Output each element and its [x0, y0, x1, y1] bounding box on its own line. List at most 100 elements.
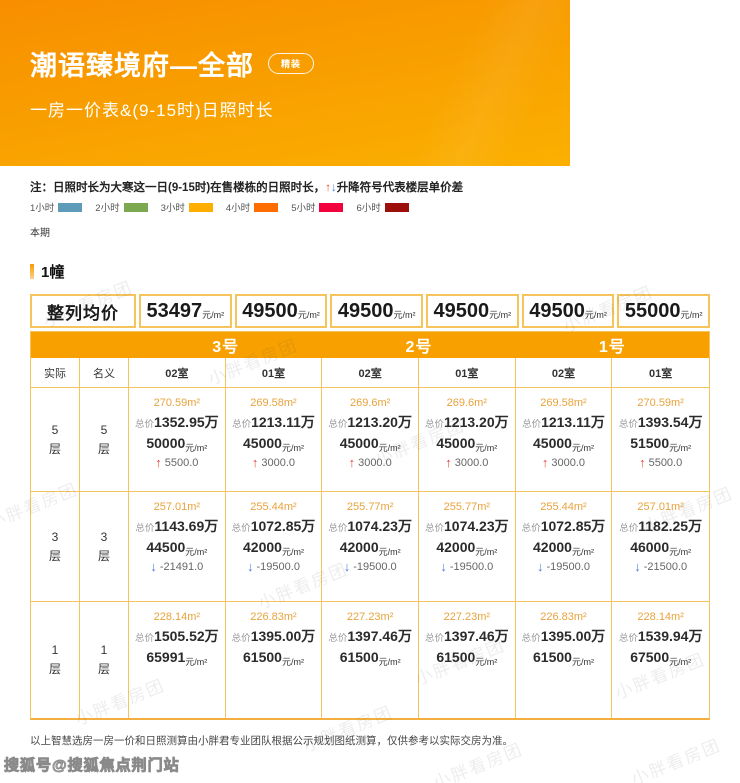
floor-number: 3: [100, 529, 108, 544]
decoration-badge: 精装: [268, 53, 315, 74]
hero-header: 潮语臻境府—全部 精装 一房一价表&(9-15时)日照时长: [0, 0, 610, 166]
unit-area: 257.01m²: [637, 501, 684, 513]
delta-value: -21500.0: [643, 560, 688, 573]
unit-total-price: 总价1213.11万: [232, 414, 315, 430]
floor-number: 1: [100, 643, 108, 658]
unit-total-price: 总价1072.85万: [231, 518, 316, 534]
delta-value: -19500.0: [353, 560, 397, 573]
page-subtitle: 一房一价表&(9-15时)日照时长: [30, 101, 274, 120]
unit-area: 269.58m²: [250, 397, 297, 409]
unit-price-unit: 元/m²: [378, 547, 401, 557]
unit-area: 269.6m²: [349, 397, 391, 409]
room-header-cell: 02室: [129, 358, 226, 388]
note-suffix: 升降符号代表楼层单价差: [336, 182, 464, 194]
unit-price: 42000元/m²: [339, 539, 401, 557]
down-arrow-icon: ↓: [247, 559, 254, 574]
unit-total-price: 总价1074.23万: [328, 518, 412, 534]
unit-price: 45000元/m²: [339, 435, 401, 453]
up-arrow-icon: ↑: [541, 455, 549, 470]
unit-cell: 270.59m² 总价1393.54万 51500元/m² ↑ 5500.0: [612, 388, 709, 492]
unit-total-price: 总价1395.00万: [231, 628, 316, 644]
legend-label: 5小时: [291, 203, 316, 214]
unit-price-unit: 元/m²: [571, 547, 594, 557]
unit-cell: 227.23m² 总价1397.46万 61500元/m²: [322, 602, 419, 718]
legend-item: 5小时: [291, 200, 344, 214]
avg-price-unit: 元/m²: [202, 309, 225, 320]
room-header-cell: 02室: [515, 358, 613, 388]
unit-total-value: 1505.52万: [154, 628, 219, 644]
unit-total-price: 总价1397.46万: [328, 628, 412, 644]
page-title: 潮语臻境府—全部: [30, 51, 254, 81]
unit-total-value: 1213.11万: [541, 414, 605, 430]
unit-total-price: 总价1074.23万: [425, 518, 509, 534]
delta-value: -21491.0: [159, 560, 204, 573]
legend-item: 2小时: [95, 200, 148, 214]
building-section-header: 1幢: [30, 261, 64, 282]
watermark: 小胖看房团: [628, 735, 724, 783]
unit-area: 228.14m²: [153, 611, 201, 623]
unit-price-unit: 元/m²: [378, 443, 401, 453]
unit-total-value: 1074.23万: [347, 518, 412, 534]
delta-value: 3000.0: [358, 456, 392, 469]
legend-label: 6小时: [356, 203, 381, 214]
unit-area: 255.44m²: [250, 501, 297, 513]
delta-value: -19500.0: [256, 560, 300, 573]
unit-total-price: 总价1395.00万: [521, 628, 606, 644]
unit-price-unit: 元/m²: [475, 443, 498, 453]
unit-price: 45000元/m²: [243, 435, 304, 453]
unit-price-delta: ↓ -19500.0: [440, 559, 493, 574]
legend-swatch: [58, 202, 83, 212]
unit-total-value: 1395.00万: [540, 628, 606, 644]
unit-total-price: 总价1393.54万: [618, 414, 703, 430]
legend-item: 4小时: [226, 200, 279, 214]
unit-area: 227.23m²: [346, 611, 394, 623]
unit-area: 269.58m²: [540, 397, 587, 409]
legend-item: 3小时: [161, 200, 213, 214]
unit-cell: 257.01m² 总价1182.25万 46000元/m² ↓ -21500.0: [612, 492, 709, 602]
up-arrow-icon: ↑: [639, 455, 646, 470]
unit-price: 51500元/m²: [630, 435, 692, 453]
legend-swatch: [254, 202, 279, 212]
unit-cell: 255.77m² 总价1074.23万 42000元/m² ↓ -19500.0: [418, 492, 516, 602]
unit-area: 226.83m²: [540, 611, 587, 623]
unit-price-unit: 元/m²: [185, 443, 208, 453]
avg-price-row: 整列均价 53497 元/m² 49500 元/m² 49500 元/m² 49500 元/m…: [30, 294, 711, 328]
legend-label: 3小时: [160, 203, 185, 214]
unit-total-value: 1213.20万: [347, 414, 412, 430]
down-arrow-icon: ↓: [330, 182, 337, 194]
floor-word: 层: [97, 441, 110, 456]
unit-area: 255.77m²: [346, 501, 394, 513]
unit-total-price: 总价1397.46万: [425, 628, 509, 644]
unit-price: 45000元/m²: [533, 435, 594, 453]
avg-price-cell: 49500 元/m²: [426, 294, 519, 328]
unit-total-value: 1397.46万: [444, 628, 509, 644]
unit-price-delta: ↑ 5500.0: [639, 455, 682, 470]
avg-price-unit: 元/m²: [584, 309, 607, 320]
delta-value: 5500.0: [648, 456, 683, 469]
unit-price-delta: ↓ -21491.0: [150, 559, 203, 574]
hero-shine-decoration: [350, 0, 610, 166]
building-band-label: 3号: [129, 332, 323, 358]
unit-price: 46000元/m²: [630, 539, 692, 557]
unit-area: 270.59m²: [153, 397, 201, 409]
legend-swatch: [188, 202, 213, 212]
unit-total-price: 总价1352.95万: [135, 414, 219, 430]
avg-price-value: 49500: [433, 299, 490, 322]
unit-price-unit: 元/m²: [475, 547, 498, 557]
unit-total-value: 1395.00万: [250, 628, 316, 644]
period-label: 本期: [30, 228, 50, 239]
floor-header-cell: 名义: [80, 358, 129, 388]
up-arrow-icon: ↑: [348, 455, 356, 470]
unit-total-price: 总价1143.69万: [135, 518, 219, 534]
avg-price-value: 49500: [242, 299, 298, 322]
unit-total-price: 总价1213.11万: [522, 414, 605, 430]
unit-cell: 255.44m² 总价1072.85万 42000元/m² ↓ -19500.0: [515, 492, 613, 602]
avg-price-cell: 49500 元/m²: [330, 294, 424, 328]
down-arrow-icon: ↓: [343, 559, 351, 574]
floor-word: 层: [97, 662, 110, 676]
unit-total-value: 1074.23万: [444, 518, 509, 534]
